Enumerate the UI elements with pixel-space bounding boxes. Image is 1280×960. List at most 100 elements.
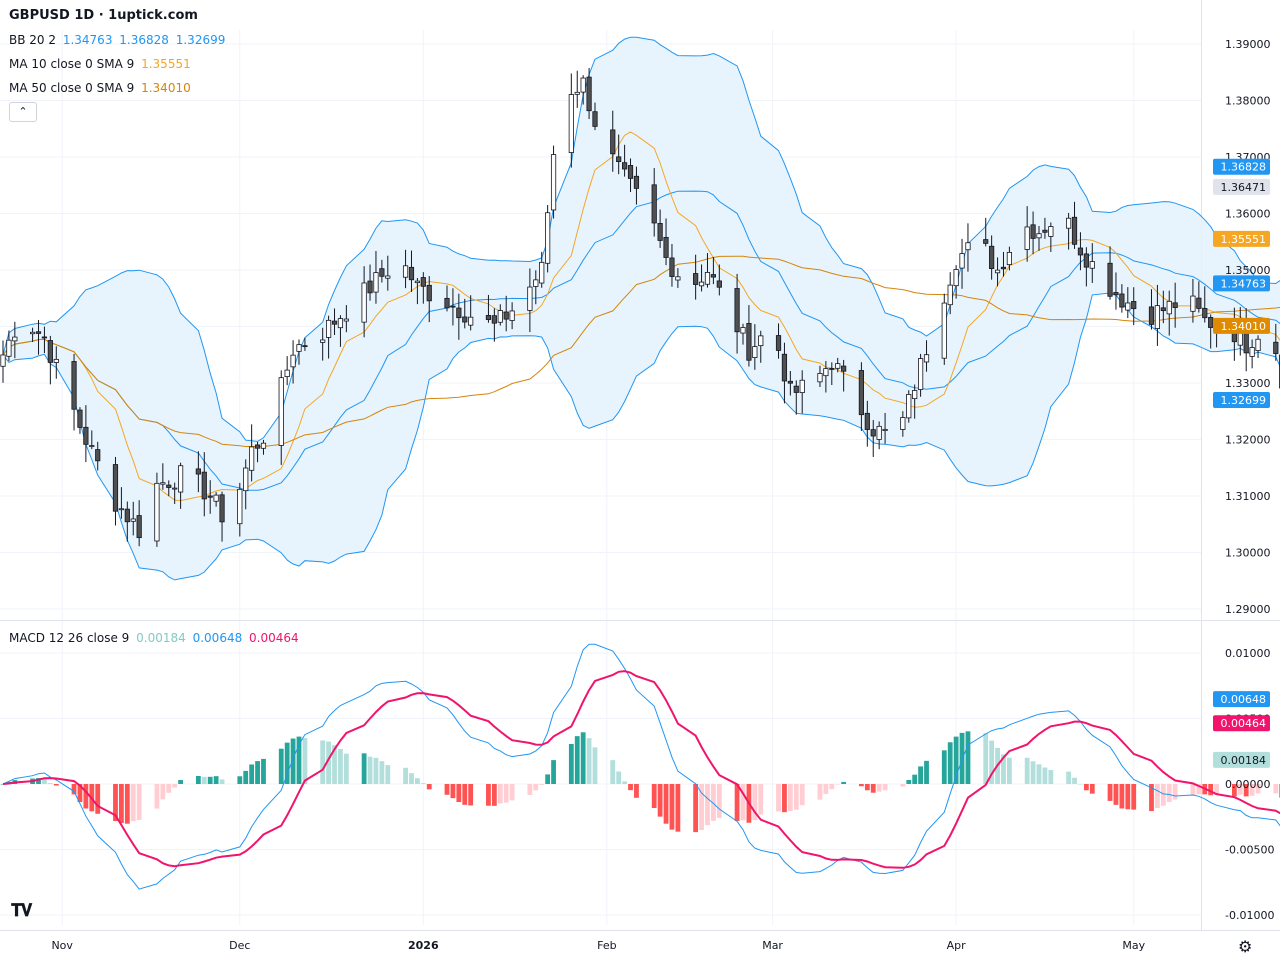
candle-body [1048, 226, 1054, 237]
macd-histogram-bar [261, 758, 266, 784]
macd-histogram-bar [53, 784, 59, 786]
candle [1030, 211, 1036, 255]
candle-body [207, 495, 213, 498]
price-axis-tag-text: 1.36828 [1221, 161, 1267, 174]
candle-body [195, 468, 201, 475]
macd-histogram-bar [699, 784, 704, 830]
tradingview-logo-icon[interactable]: 𝐓𝐕 [11, 901, 32, 921]
macd-histogram-bar [983, 733, 989, 784]
macd-histogram-bar [237, 776, 243, 784]
macd-histogram-bar [1273, 784, 1279, 794]
candle-body [1089, 261, 1095, 269]
macd-axis-tag-text: 0.00184 [1221, 754, 1267, 767]
price-axis-tag-text: 1.32699 [1221, 394, 1267, 407]
macd-signal-line [2, 670, 1280, 869]
candle [47, 335, 53, 385]
candle-body [1166, 300, 1172, 315]
candle-body [160, 482, 166, 485]
candle-body [172, 487, 178, 490]
macd-histogram-bar [338, 748, 343, 784]
macd-legend[interactable]: MACD 12 26 close 9 0.00184 0.00648 0.004… [9, 631, 302, 645]
candle-body [947, 284, 953, 306]
macd-legend-hist: 0.00184 [136, 631, 186, 645]
macd-histogram-bar [207, 776, 213, 784]
candle [207, 480, 213, 514]
candle [965, 223, 971, 272]
macd-histogram-bar [864, 784, 870, 791]
ma10-legend[interactable]: MA 10 close 0 SMA 9 1.35551 [9, 57, 194, 71]
collapse-legend-button[interactable]: ⌃ [9, 102, 37, 122]
candle [373, 251, 379, 304]
ma50-line [2, 255, 1280, 448]
candle-body [704, 272, 711, 285]
candle [1089, 243, 1095, 283]
candle-body [864, 412, 870, 430]
price-tick-label: 1.35000 [1225, 264, 1271, 277]
time-tick-label: Nov [51, 939, 73, 952]
candle-body [533, 279, 539, 287]
macd-histogram-bar [172, 784, 178, 788]
candle-body [130, 518, 136, 522]
candle [704, 253, 711, 288]
candle-body [1030, 224, 1036, 239]
macd-histogram-bar [1048, 770, 1054, 784]
candle-body [136, 515, 142, 539]
macd-axis-tag-bg [1213, 715, 1270, 732]
macd-histogram-bar [651, 784, 657, 808]
candle [497, 304, 503, 326]
macd-histogram-bar [503, 784, 509, 803]
macd-histogram-bar [509, 784, 515, 801]
candle [302, 337, 308, 351]
gear-icon[interactable]: ⚙ [1238, 937, 1253, 956]
macd-histogram-bar [160, 784, 166, 800]
macd-histogram-bar [551, 760, 556, 784]
candle-body [675, 276, 681, 281]
candle [912, 384, 918, 419]
symbol-title: GBPUSD 1D · 1uptick.com [9, 8, 198, 23]
macd-histogram-bar [154, 784, 160, 809]
candle-body [166, 484, 172, 488]
macd-histogram-bar [124, 784, 130, 824]
price-axis-tag-bg [1213, 317, 1270, 334]
candle-body [462, 316, 468, 323]
time-tick-label: Feb [597, 939, 616, 952]
candle-body [568, 94, 574, 153]
candle-body [610, 129, 616, 155]
candle [195, 451, 201, 493]
candle [941, 293, 947, 365]
candle [1172, 282, 1178, 328]
macd-histogram-bar [1119, 784, 1125, 809]
candle-body [47, 340, 53, 363]
candle-body [882, 428, 888, 431]
candle-body [592, 111, 598, 127]
candle-body [574, 91, 580, 95]
price-axis-tag: 1.35551 [1213, 230, 1270, 247]
candle-body [616, 156, 622, 163]
price-tick-label: 1.30000 [1225, 547, 1271, 560]
candle [1006, 246, 1013, 271]
candle [651, 168, 657, 237]
candle-body [1006, 251, 1013, 266]
price-tick-label: 1.29000 [1225, 603, 1271, 616]
candle [426, 276, 432, 323]
macd-histogram-bar [1190, 784, 1196, 796]
macd-histogram-bar [178, 780, 183, 784]
ma50-legend[interactable]: MA 50 close 0 SMA 9 1.34010 [9, 81, 194, 95]
macd-histogram-bar [1089, 784, 1095, 794]
candle-body [965, 242, 971, 251]
macd-legend-signal: 0.00464 [249, 631, 299, 645]
ma10-legend-label: MA 10 close 0 SMA 9 [9, 57, 135, 71]
macd-histogram-bar [136, 784, 142, 820]
candle [1190, 278, 1196, 323]
candle-body [663, 236, 669, 258]
bb-legend[interactable]: BB 20 2 1.34763 1.36828 1.32699 [9, 33, 228, 47]
macd-histogram-bar [1042, 767, 1048, 784]
macd-histogram-bar [1208, 784, 1214, 796]
candle [1208, 314, 1214, 349]
candle-body [0, 354, 6, 367]
macd-tick-label: 0.00000 [1225, 778, 1271, 791]
macd-histogram-bar [130, 784, 136, 822]
candle-body [408, 266, 415, 281]
macd-histogram-bar [705, 784, 710, 826]
